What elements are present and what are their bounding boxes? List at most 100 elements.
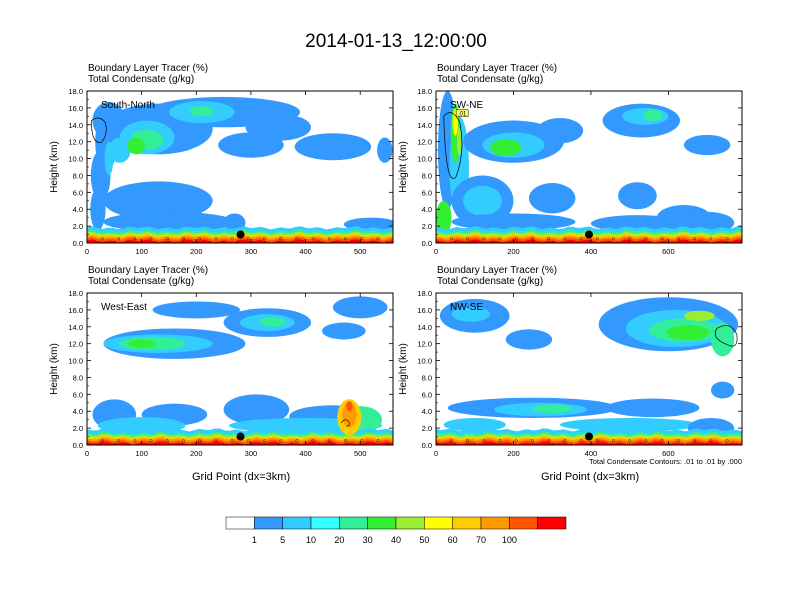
surface-contour — [693, 237, 697, 241]
y-tick-label: 0.0 — [422, 441, 432, 450]
surface-contour — [514, 237, 518, 241]
surface-contour — [149, 439, 153, 443]
surface-contour — [311, 237, 315, 241]
cloud-region — [127, 137, 145, 155]
colorbar-label: 40 — [391, 535, 401, 545]
surface-contour — [327, 439, 331, 443]
surface-contour — [498, 439, 502, 443]
cloud-region — [223, 394, 290, 425]
boundary-layer-band — [87, 441, 393, 445]
surface-contour — [466, 439, 470, 443]
cloud-region — [451, 306, 491, 322]
x-tick-label: 200 — [190, 247, 203, 256]
cloud-region — [103, 211, 235, 233]
surface-contour — [579, 237, 583, 241]
condensate-contour — [91, 117, 107, 143]
y-axis-label: Height (km) — [398, 141, 409, 193]
surface-contour — [676, 439, 680, 443]
x-tick-label: 0 — [85, 247, 89, 256]
y-tick-label: 6.0 — [73, 390, 83, 399]
plot-area: 0.0 2.0 4.0 6.0 8.0 10.0 12.0 14.0 16.0 18.0 0 200 4… — [398, 289, 743, 458]
surface-contour — [149, 237, 153, 241]
surface-contour — [725, 237, 729, 241]
cloud-region — [505, 329, 553, 350]
cloud-region — [683, 310, 715, 321]
surface-contour — [279, 237, 283, 241]
surface-contour — [344, 237, 348, 241]
cloud-region — [332, 296, 388, 319]
location-marker — [236, 230, 245, 239]
panel-annotation: SW-NE — [450, 100, 483, 111]
surface-contour — [230, 237, 234, 241]
boundary-layer-band — [87, 239, 393, 243]
x-tick-label: 0 — [434, 247, 438, 256]
surface-contour — [482, 439, 486, 443]
cloud-region — [90, 188, 106, 231]
surface-contour — [709, 237, 713, 241]
colorbar-box — [452, 516, 482, 530]
cloud-region — [294, 133, 372, 161]
condensate-contour — [443, 112, 463, 179]
cloud-region — [618, 182, 657, 210]
boundary-layer-band — [436, 239, 742, 243]
boundary-layer-band — [436, 439, 742, 445]
condensate-contour — [714, 325, 738, 347]
y-tick-label: 2.0 — [422, 222, 432, 231]
cloud-region — [536, 118, 584, 144]
panel-title-line1: Boundary Layer Tracer (%) — [437, 265, 558, 276]
plume-top — [346, 401, 353, 412]
surface-contour — [514, 439, 518, 443]
colorbar-box — [225, 516, 255, 530]
cloud-region — [443, 417, 506, 432]
location-marker — [585, 230, 593, 239]
chart-panel-top-left: Boundary Layer Tracer (%) Total Condensat… — [49, 63, 394, 256]
surface-contour — [230, 439, 234, 443]
y-tick-label: 16.0 — [417, 104, 432, 113]
surface-contour — [547, 237, 551, 241]
surface-contour — [327, 237, 331, 241]
x-tick-label: 500 — [354, 449, 367, 458]
cloud-region — [127, 339, 156, 348]
cloud-region — [590, 215, 684, 233]
panel-annotation: West-East — [101, 302, 147, 313]
surface-contour — [181, 237, 185, 241]
surface-contour — [725, 439, 729, 443]
colorbar-label: 1 — [252, 535, 257, 545]
x-tick-label: 300 — [245, 449, 258, 458]
y-tick-label: 12.0 — [68, 138, 83, 147]
x-tick-label: 300 — [245, 247, 258, 256]
y-tick-label: 2.0 — [73, 424, 83, 433]
panel-title-line1: Boundary Layer Tracer (%) — [88, 265, 209, 276]
surface-contour — [198, 439, 202, 443]
y-tick-label: 10.0 — [68, 357, 83, 366]
x-tick-label: 200 — [507, 449, 520, 458]
surface-contour — [530, 439, 534, 443]
colorbar-box — [254, 516, 283, 530]
cloud-region — [108, 137, 131, 163]
panel-annotation: South-North — [101, 100, 155, 111]
plot-area: .01 0.0 2.0 4.0 6.0 8.0 10.0 12.0 14.0 16.0 18.0 0 2… — [398, 87, 743, 256]
y-tick-label: 16.0 — [68, 306, 83, 315]
y-tick-label: 6.0 — [73, 188, 83, 197]
colorbar-label: 10 — [306, 535, 316, 545]
chart-panel-bottom-right: Boundary Layer Tracer (%) Total Condensat… — [398, 265, 743, 483]
cloud-region — [245, 113, 312, 141]
cloud-region — [643, 109, 663, 122]
x-tick-label: 200 — [190, 449, 203, 458]
surface-contour — [628, 237, 632, 241]
colorbar-box — [395, 516, 425, 530]
colorbar-box — [339, 516, 368, 530]
surface-contour — [214, 237, 218, 241]
y-tick-label: 8.0 — [73, 373, 83, 382]
surface-contour — [660, 439, 664, 443]
x-axis-label: Grid Point (dx=3km) — [192, 471, 291, 483]
cloud-region — [711, 381, 735, 399]
colorbar-label: 5 — [280, 535, 285, 545]
x-tick-label: 0 — [434, 449, 438, 458]
surface-contour — [449, 237, 453, 241]
y-tick-label: 8.0 — [422, 373, 432, 382]
surface-contour — [498, 237, 502, 241]
y-tick-label: 14.0 — [417, 323, 432, 332]
surface-contour — [595, 237, 599, 241]
surface-contour — [644, 237, 648, 241]
